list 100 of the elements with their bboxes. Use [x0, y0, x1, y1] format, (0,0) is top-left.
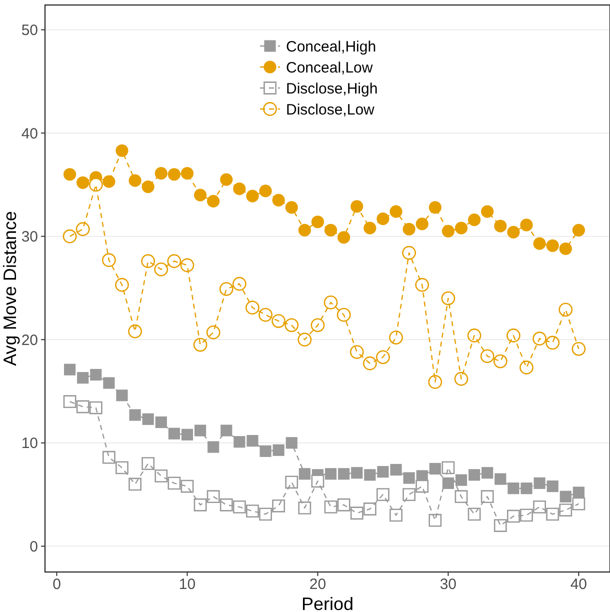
point	[154, 262, 168, 276]
point	[351, 467, 363, 479]
point	[532, 332, 546, 346]
point	[454, 490, 468, 504]
point	[468, 469, 480, 481]
point	[298, 224, 311, 236]
point	[494, 220, 507, 232]
point	[285, 201, 298, 214]
point	[350, 506, 364, 520]
point	[76, 176, 90, 189]
legend-label: Disclose,High	[286, 80, 378, 98]
point	[284, 318, 299, 332]
point	[336, 308, 351, 322]
point	[207, 194, 220, 208]
point	[324, 224, 338, 236]
point	[246, 190, 259, 202]
point	[350, 200, 364, 213]
point	[116, 144, 128, 157]
point	[272, 444, 284, 456]
point	[481, 205, 494, 218]
point	[180, 258, 194, 272]
point	[298, 502, 312, 514]
point	[232, 276, 246, 291]
point	[441, 291, 456, 306]
point	[206, 490, 220, 504]
point	[102, 253, 116, 268]
point	[546, 508, 560, 521]
point	[154, 167, 168, 180]
point	[416, 218, 428, 230]
point	[324, 468, 337, 480]
point	[533, 237, 546, 250]
point	[154, 470, 168, 482]
point	[220, 424, 232, 436]
point	[559, 242, 572, 256]
point	[77, 372, 89, 384]
point	[233, 182, 246, 196]
point	[115, 278, 129, 292]
point	[220, 173, 233, 186]
point	[338, 468, 350, 480]
point	[350, 345, 364, 359]
point	[62, 229, 77, 244]
point	[428, 514, 442, 527]
point	[572, 486, 584, 498]
point	[337, 498, 350, 512]
point	[376, 488, 390, 501]
point	[403, 472, 415, 484]
point	[286, 437, 298, 449]
point	[455, 474, 468, 486]
point	[141, 254, 156, 268]
point	[285, 476, 298, 489]
point	[64, 364, 76, 376]
point	[506, 510, 520, 523]
point	[442, 224, 454, 238]
x-tick-label: 20	[309, 576, 326, 593]
point	[494, 519, 507, 532]
point	[533, 500, 546, 514]
x-tick-label: 0	[52, 576, 61, 593]
point	[234, 436, 246, 448]
point	[454, 372, 468, 386]
point	[63, 168, 76, 181]
point	[534, 477, 546, 489]
point	[560, 490, 572, 502]
y-tick-label: 30	[21, 228, 38, 246]
y-tick-label: 20	[21, 332, 38, 349]
point	[298, 332, 312, 347]
point	[258, 308, 272, 322]
point	[76, 400, 90, 414]
point	[546, 336, 560, 350]
point	[402, 246, 416, 260]
point	[89, 401, 102, 414]
legend-label: Conceal,High	[286, 38, 376, 56]
point	[376, 212, 390, 226]
point	[128, 174, 142, 187]
point	[128, 324, 142, 338]
point	[389, 330, 403, 345]
point	[546, 239, 559, 252]
point	[208, 441, 220, 453]
point	[232, 500, 246, 514]
point	[155, 416, 167, 428]
point	[206, 325, 220, 340]
point	[362, 356, 377, 370]
point	[324, 295, 338, 310]
point	[468, 508, 481, 521]
legend-label: Conceal,Low	[286, 59, 373, 76]
x-axis-title: Period	[301, 594, 354, 612]
point	[298, 468, 310, 480]
point	[272, 194, 285, 206]
point	[558, 302, 573, 317]
point	[390, 508, 402, 522]
point	[272, 314, 286, 328]
point	[454, 222, 468, 234]
point	[415, 278, 430, 292]
point	[377, 466, 389, 478]
point	[468, 214, 481, 226]
point	[364, 222, 376, 234]
point	[428, 375, 442, 389]
point	[508, 482, 520, 494]
point	[102, 175, 116, 188]
point	[482, 467, 494, 479]
point	[220, 498, 233, 512]
